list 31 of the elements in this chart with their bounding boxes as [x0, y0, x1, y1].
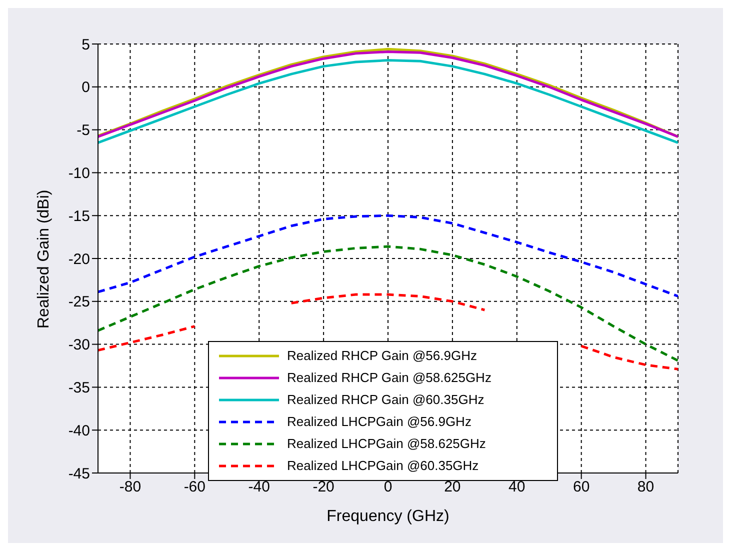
x-tick-label: -40 — [248, 478, 270, 496]
line-series — [98, 59, 678, 144]
line-series — [98, 245, 678, 362]
y-tick-label: 5 — [82, 36, 90, 54]
y-tick-label: -5 — [76, 122, 90, 140]
y-tick-label: -45 — [68, 465, 90, 482]
legend-label: Realized LHCPGain @58.625GHz — [287, 435, 486, 453]
y-tick-label: -30 — [68, 336, 90, 354]
y-tick-label: -40 — [68, 422, 90, 440]
x-tick-label: 60 — [572, 478, 590, 496]
x-tick-label: -20 — [312, 478, 334, 496]
x-axis-title: Frequency (GHz) — [326, 508, 450, 525]
legend-label: Realized LHCPGain @56.9GHz — [287, 413, 472, 431]
x-tick-label: 20 — [444, 478, 461, 496]
legend-label: Realized RHCP Gain @56.9GHz — [287, 347, 477, 365]
legend-label: Realized LHCPGain @60.35GHz — [287, 457, 479, 475]
x-tick-label: 40 — [508, 478, 526, 496]
x-tick-label: 0 — [384, 478, 392, 496]
y-tick-label: -35 — [68, 380, 90, 397]
y-tick-label: -20 — [68, 250, 90, 268]
legend-label: Realized RHCP Gain @58.625GHz — [287, 369, 492, 387]
y-axis-title: Realized Gain (dBi) — [36, 190, 53, 328]
y-tick-label: -25 — [68, 294, 90, 311]
x-tick-label: -80 — [119, 478, 142, 496]
y-tick-label: 0 — [82, 79, 90, 96]
line-series — [98, 214, 678, 298]
y-tick-label: -15 — [68, 208, 90, 225]
y-tick-label: -10 — [68, 165, 90, 182]
legend-label: Realized RHCP Gain @60.35GHz — [287, 391, 484, 409]
x-tick-label: -60 — [184, 478, 206, 496]
x-tick-label: 80 — [637, 478, 654, 496]
